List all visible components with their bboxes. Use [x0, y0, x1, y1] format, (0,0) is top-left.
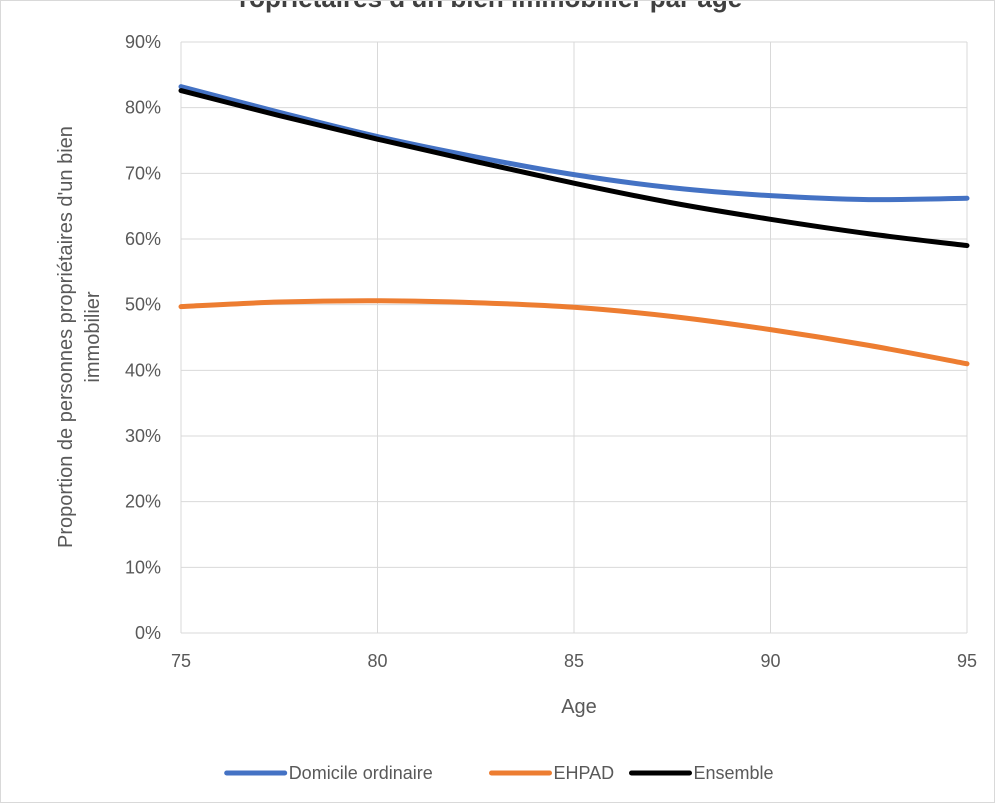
y-tick-label: 70% [125, 163, 161, 183]
y-tick-label: 90% [125, 32, 161, 52]
y-tick-label: 80% [125, 98, 161, 118]
y-tick-label: 40% [125, 360, 161, 380]
x-tick-label: 85 [564, 651, 584, 671]
y-tick-label: 0% [135, 623, 161, 643]
y-tick-label: 30% [125, 426, 161, 446]
series-lines [178, 84, 970, 367]
x-tick-label: 90 [760, 651, 780, 671]
y-axis-title-line-1: Proportion de personnes propriétaires d'… [55, 126, 77, 548]
y-tick-label: 50% [125, 295, 161, 315]
legend-label-ensemble: Ensemble [694, 763, 774, 783]
gridlines [180, 41, 968, 634]
x-tick-labels: 75 80 85 90 95 [171, 651, 977, 671]
y-tick-label: 60% [125, 229, 161, 249]
y-axis-title: Proportion de personnes propriétaires d'… [55, 126, 104, 548]
x-tick-label: 80 [367, 651, 387, 671]
x-tick-label: 95 [957, 651, 977, 671]
series-line-domicile-ordinaire [178, 84, 970, 203]
legend: Domicile ordinaire EHPAD Ensemble [224, 763, 774, 783]
legend-label-domicile-ordinaire: Domicile ordinaire [289, 763, 433, 783]
x-axis-title: Age [561, 696, 597, 718]
y-tick-label: 20% [125, 492, 161, 512]
series-line-ensemble [178, 88, 970, 249]
y-tick-labels: 0% 10% 20% 30% 40% 50% 60% 70% 80% 90% [125, 32, 161, 643]
y-tick-label: 10% [125, 557, 161, 577]
series-line-ehpad [178, 298, 970, 367]
chart-title: ropriétaires d'un bien immobilier par âg… [239, 1, 742, 13]
x-tick-label: 75 [171, 651, 191, 671]
y-axis-title-line-2: immobilier [82, 291, 104, 382]
legend-label-ehpad: EHPAD [554, 763, 615, 783]
